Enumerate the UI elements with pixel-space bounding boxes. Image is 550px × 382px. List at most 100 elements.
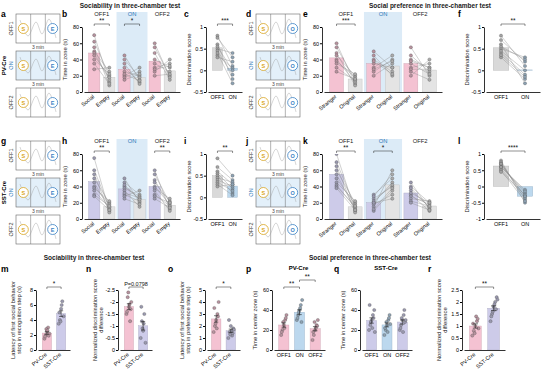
tick-mark xyxy=(270,310,272,311)
point xyxy=(391,54,394,57)
point xyxy=(372,208,375,211)
pair-line xyxy=(94,191,109,208)
panel-letter: r xyxy=(428,264,432,274)
tick-label: 0.5 xyxy=(451,335,459,341)
panel-letter: m xyxy=(1,264,9,274)
point xyxy=(335,46,338,49)
point xyxy=(168,206,171,209)
pair-line xyxy=(337,188,356,210)
arena-divider xyxy=(270,14,271,43)
tick-label: 0 xyxy=(199,347,202,353)
plot-area xyxy=(367,303,408,350)
tick: 0 xyxy=(478,68,484,74)
cup-label: S xyxy=(261,26,265,32)
tick-label: Original xyxy=(412,93,430,110)
error-bar xyxy=(400,320,404,324)
point xyxy=(523,82,526,85)
tick: OFF1 xyxy=(277,350,291,358)
point xyxy=(335,62,338,65)
tick-label: 1 xyxy=(456,323,459,329)
pair-line xyxy=(155,74,170,76)
pair-line xyxy=(411,182,430,209)
tick-label: 0 xyxy=(316,216,319,222)
arena xyxy=(256,178,300,207)
point xyxy=(386,330,389,333)
point xyxy=(168,64,171,67)
annotation: ** xyxy=(289,280,295,287)
point xyxy=(372,201,375,204)
tick: OFF1 xyxy=(494,92,508,100)
tick: 0 xyxy=(76,216,82,222)
y-axis: 02468 xyxy=(30,287,37,353)
pair-line xyxy=(374,191,393,211)
tick: -0.5 xyxy=(472,89,484,95)
pair-line xyxy=(155,195,170,206)
annotation: *** xyxy=(221,17,229,24)
point xyxy=(493,303,496,306)
tick-mark xyxy=(320,76,322,77)
point xyxy=(138,79,141,82)
tick: 40 xyxy=(313,184,322,190)
point xyxy=(231,60,234,63)
point xyxy=(523,69,526,72)
cup-label: S xyxy=(261,153,265,159)
pair-line xyxy=(124,68,139,83)
tick-mark xyxy=(320,219,322,220)
point xyxy=(299,303,302,306)
pair-line xyxy=(124,199,139,205)
point xyxy=(391,193,394,196)
point xyxy=(428,73,431,76)
tick-label: 20 xyxy=(313,73,319,79)
error-bar xyxy=(45,332,49,335)
tick: 20 xyxy=(313,200,322,206)
point xyxy=(391,66,394,69)
arena-divider xyxy=(30,88,31,117)
heading: Social preference in three-chamber test xyxy=(309,254,432,262)
point xyxy=(428,205,431,208)
tick-label: 2 xyxy=(30,332,33,338)
genotype-label: PV-Cre xyxy=(1,55,7,75)
pair-line xyxy=(501,169,525,198)
cup xyxy=(288,151,298,161)
plot-area xyxy=(469,296,499,350)
panel-letter: k xyxy=(303,136,308,146)
tick: Empty xyxy=(155,92,171,108)
tick-label: 0 xyxy=(200,195,203,201)
pair-line xyxy=(501,162,525,199)
point xyxy=(231,194,234,197)
tick-label: ON xyxy=(383,352,391,358)
point xyxy=(153,46,156,49)
tick-label: 80 xyxy=(73,24,79,30)
pair-line xyxy=(374,170,393,207)
tick-label: 0.5 xyxy=(195,173,203,179)
plot-area xyxy=(493,159,533,204)
tick-mark xyxy=(116,302,118,303)
x-axis: OFF1ON xyxy=(487,219,541,227)
axis-title: Time in zone (s) xyxy=(62,166,68,207)
pair-line xyxy=(155,53,170,80)
tick-label: Empty xyxy=(95,93,111,108)
axis-line xyxy=(275,350,326,351)
pair-line xyxy=(94,174,109,212)
chart: -0.500.51Discrimination scoreOFF1ON** xyxy=(464,17,541,100)
point xyxy=(523,195,526,198)
point xyxy=(128,320,131,323)
point xyxy=(300,320,303,323)
cup-label: E xyxy=(51,100,55,106)
tick-label: 1.5 xyxy=(451,311,459,317)
cup xyxy=(258,24,268,34)
point xyxy=(402,313,405,316)
point xyxy=(494,308,497,311)
tick: 60 xyxy=(73,168,82,174)
point xyxy=(168,73,171,76)
pair-line xyxy=(501,170,525,201)
pair-line xyxy=(124,187,139,199)
point xyxy=(372,54,375,57)
significance-bracket xyxy=(284,287,300,289)
chart: -0.500.51Discrimination scoreOFF1ON*** xyxy=(186,17,243,100)
cup xyxy=(48,98,58,108)
pair-line xyxy=(155,182,170,201)
pair-line xyxy=(411,199,430,201)
panel-letter: c xyxy=(184,9,189,19)
point xyxy=(229,324,232,327)
